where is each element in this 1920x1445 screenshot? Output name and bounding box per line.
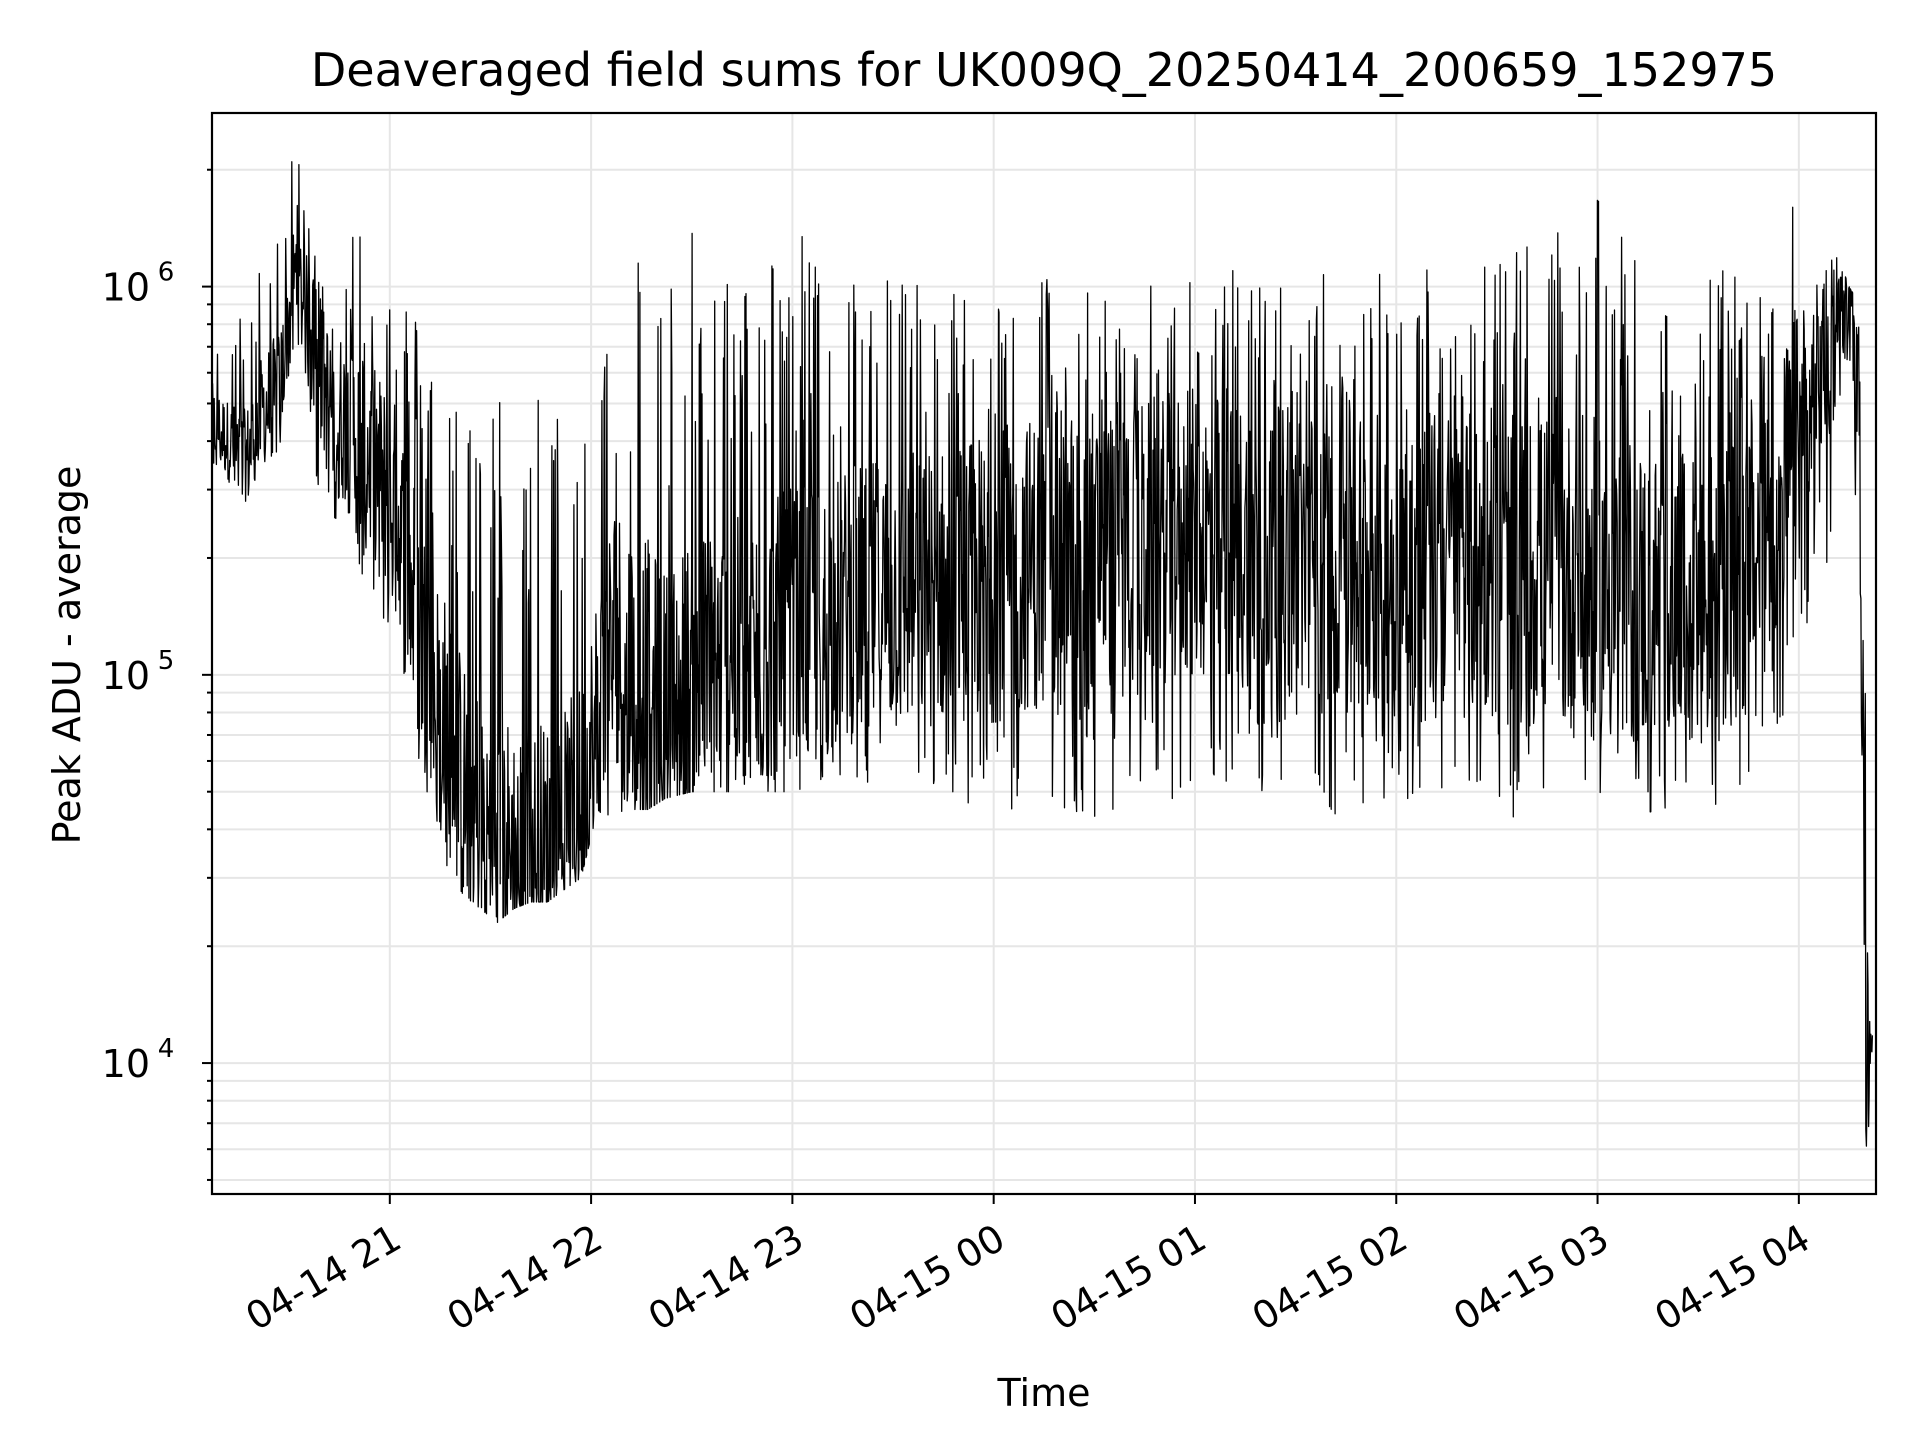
- y-tick-label-exponent: 5: [158, 646, 175, 676]
- y-tick-label-base: 10: [102, 266, 150, 310]
- y-tick-label-base: 10: [102, 1042, 150, 1086]
- y-tick-label-base: 10: [102, 654, 150, 698]
- y-tick-label-exponent: 6: [158, 258, 175, 288]
- chart-title: Deaveraged field sums for UK009Q_2025041…: [311, 43, 1777, 97]
- y-tick-label-exponent: 4: [158, 1034, 175, 1064]
- plot-frame: [210, 111, 1878, 1196]
- x-axis-label: Time: [997, 1371, 1091, 1415]
- data-layer: [211, 161, 1874, 1147]
- data-series-line: [211, 161, 1874, 1147]
- y-tick-label: 10: [102, 266, 150, 310]
- y-tick-label: 10: [102, 654, 150, 698]
- y-axis-label: Peak ADU - average: [45, 466, 89, 845]
- y-tick-label: 10: [102, 1042, 150, 1086]
